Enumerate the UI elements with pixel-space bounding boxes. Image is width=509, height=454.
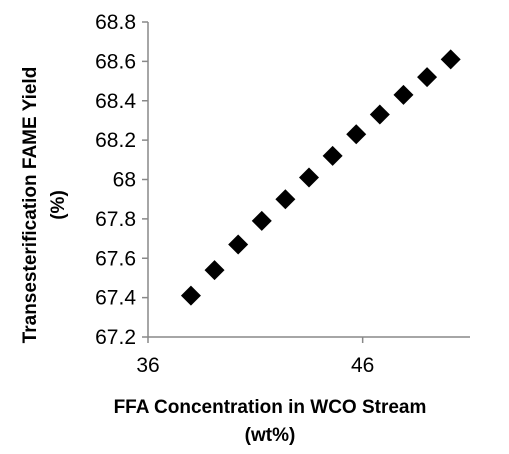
y-tick-label: 67.6 [95,247,136,270]
data-point [393,84,414,105]
y-tick-label: 68 [113,169,136,192]
data-point [322,145,343,166]
data-point [299,167,319,188]
data-point [180,285,201,306]
data-point [440,49,461,70]
x-tick-label: 36 [136,354,159,377]
y-tick-label: 68.6 [95,50,136,73]
x-axis-ticks: 36 46 [136,337,374,377]
data-point [204,260,225,281]
x-axis-title-line1: FFA Concentration in WCO Stream [114,397,427,418]
x-tick-label: 46 [351,354,374,377]
data-point [251,210,272,231]
data-point [275,189,296,210]
y-tick-label: 68.4 [95,90,136,113]
data-point [228,234,249,255]
y-axis-ticks: 67.2 67.4 67.6 67.8 68 68.2 68.4 68.6 68.8 [95,11,148,349]
data-points [180,49,461,306]
data-point [369,104,390,125]
y-tick-label: 67.2 [95,326,136,349]
x-axis-title-line2: (wt%) [245,425,296,446]
y-tick-label: 68.2 [95,129,136,152]
data-point [417,67,438,88]
y-tick-label: 68.8 [95,11,136,34]
y-axis-title-line2: (%) [48,190,69,220]
y-tick-label: 67.4 [95,287,136,310]
y-tick-label: 67.8 [95,208,136,231]
y-axis-title-line1: Transesterification FAME Yield [20,67,41,344]
data-point [346,124,367,145]
